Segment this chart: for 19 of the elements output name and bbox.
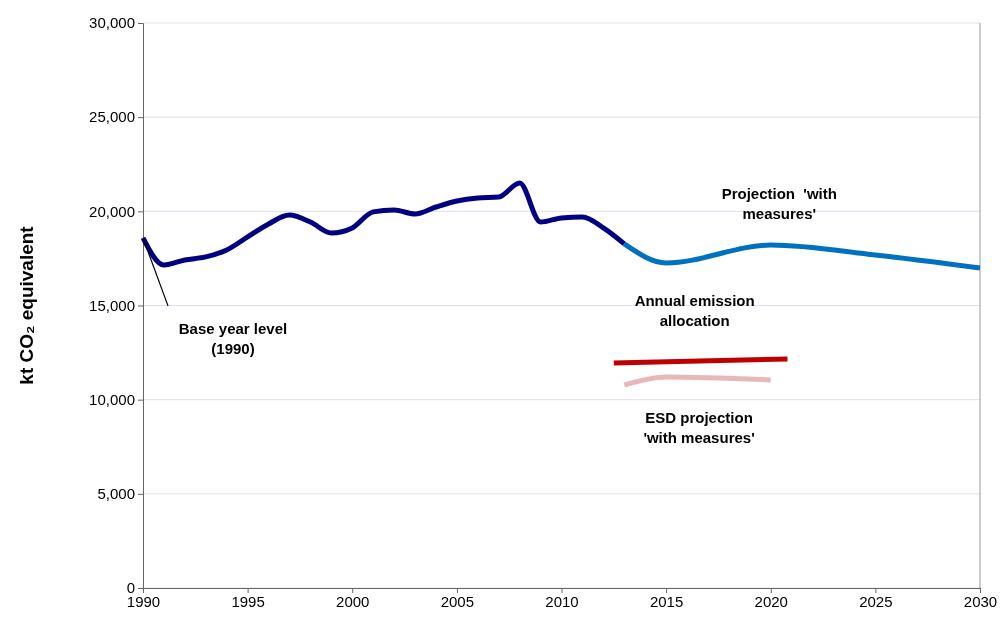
y-tick-label: 25,000 (89, 108, 135, 126)
x-tick-label: 2000 (336, 592, 370, 610)
text: Annual emission allocation (634, 291, 755, 329)
x-tick-label: 2015 (649, 592, 684, 610)
y-tick-label: 5,000 (97, 485, 135, 503)
y-tick-label: 20,000 (89, 202, 135, 220)
y-tick-label: 10,000 (89, 390, 135, 408)
x-tick-label: 2005 (440, 592, 475, 610)
x-tick-label: 1995 (231, 592, 265, 610)
x-tick-label: 2025 (859, 592, 893, 610)
annotation: Base year level (1990) (178, 319, 288, 357)
x-tick-label: 2030 (963, 592, 998, 610)
series-label: Projection 'with measures' (721, 184, 837, 222)
y-axis-title: kt CO₂ equivalent (16, 225, 37, 385)
y-tick-label: 15,000 (89, 296, 135, 314)
x-tick-label: 2010 (545, 592, 579, 610)
y-tick-label: 30,000 (89, 14, 135, 32)
x-tick-label: 2020 (754, 592, 788, 610)
series-label: ESD projection 'with measures' (643, 408, 755, 446)
